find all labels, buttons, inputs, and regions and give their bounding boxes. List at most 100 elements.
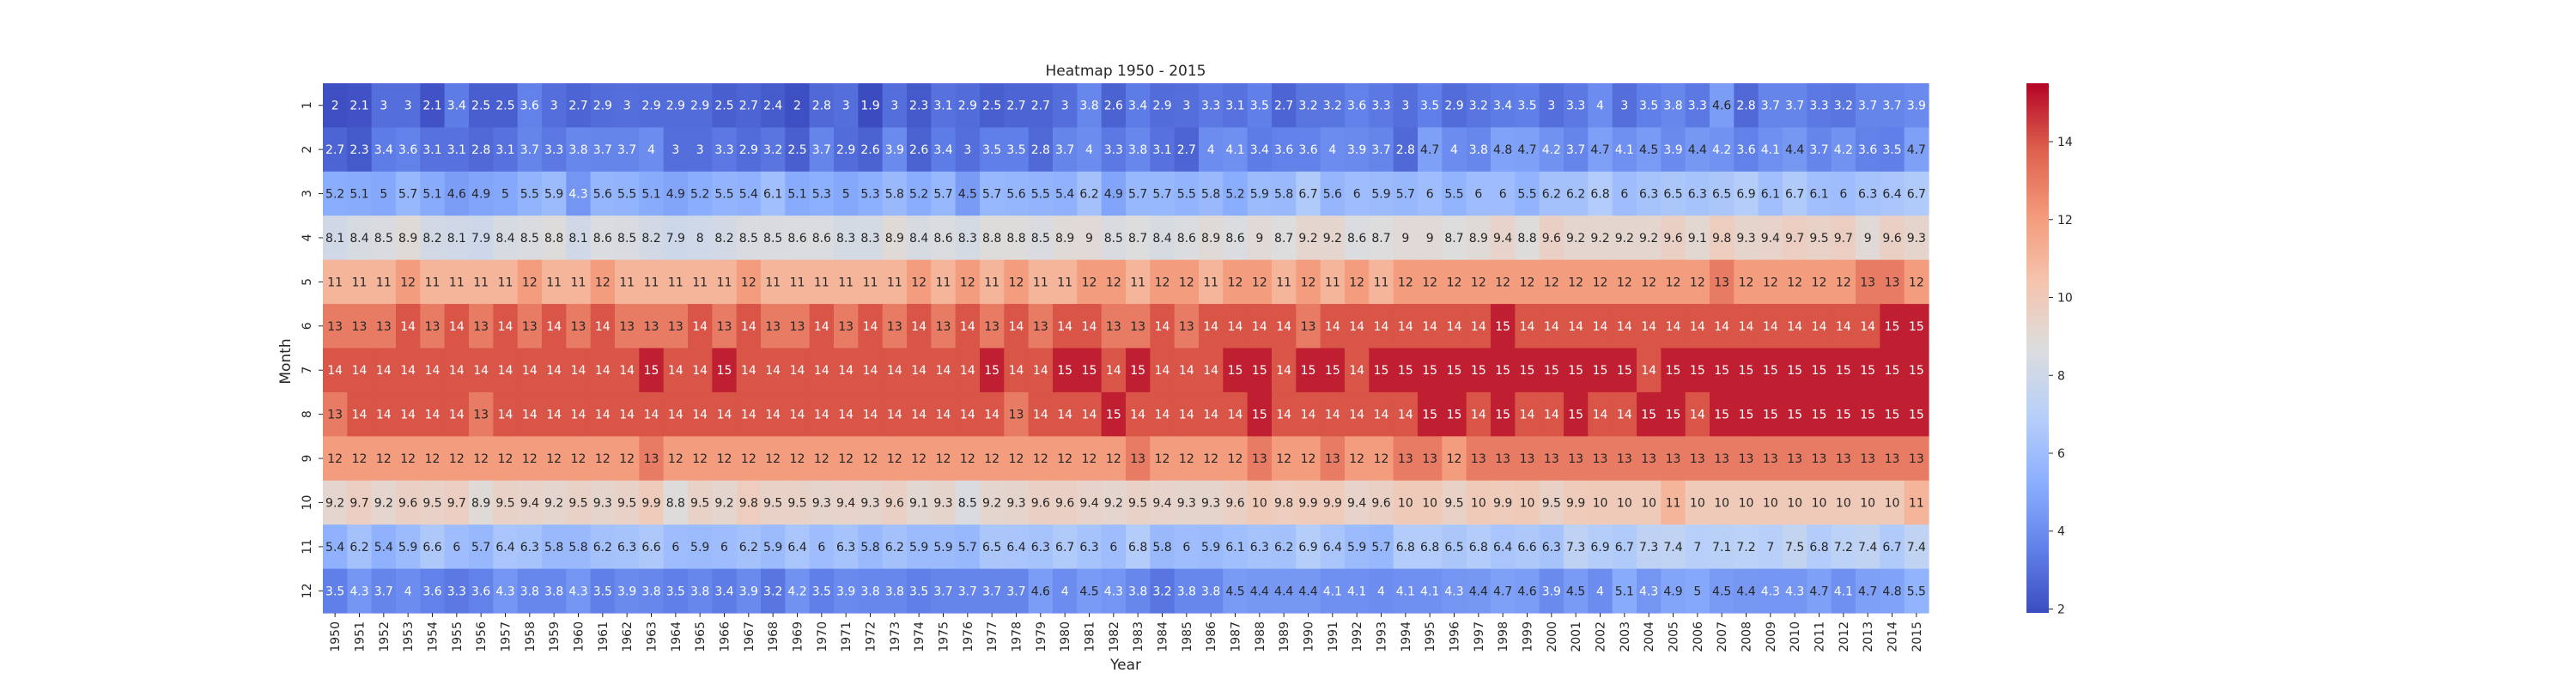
heatmap-cell-label: 6.2 [349,541,368,555]
heatmap-cell-label: 3.8 [690,585,709,598]
heatmap-cell [1223,480,1249,525]
heatmap-cell-label: 15 [1471,364,1486,378]
heatmap-cell [639,215,665,261]
heatmap-cell-label: 14 [790,364,805,378]
heatmap-cell [1685,480,1710,525]
heatmap-cell-label: 15 [1739,409,1754,422]
heatmap-cell-label: 6.8 [1128,541,1147,555]
heatmap-cell-label: 2.8 [1736,100,1755,113]
heatmap-cell-label: 11 [790,276,805,289]
heatmap-cell [1296,524,1321,570]
heatmap-cell [1588,127,1613,173]
heatmap-cell [590,480,616,525]
heatmap-cell [1685,436,1710,482]
heatmap-cell-label: 12 [1179,276,1194,289]
heatmap-cell [1296,259,1321,305]
heatmap-cell [1783,348,1807,393]
colorbar-tick-label: 10 [2057,292,2073,306]
heatmap-cell-label: 4 [1450,143,1458,157]
heatmap-cell-label: 6.3 [1542,541,1561,555]
heatmap-cell-label: 2.7 [739,100,758,113]
heatmap-cell-label: 9.4 [1347,496,1366,510]
heatmap-cell-label: 14 [765,409,781,422]
heatmap-cell [1126,215,1151,261]
heatmap-cell [542,348,567,393]
heatmap-cell [1637,391,1662,437]
heatmap-cell [1028,568,1054,614]
heatmap-cell-label: 14 [1033,364,1048,378]
heatmap-cell-label: 3.4 [714,585,733,598]
heatmap-cell [1515,171,1540,216]
heatmap-cell-label: 14 [1276,320,1291,334]
heatmap-cell [785,171,811,216]
heatmap-cell [1369,304,1394,349]
heatmap-cell [1539,524,1564,570]
heatmap-cell-label: 2.7 [1006,100,1025,113]
heatmap-cell [1880,391,1905,437]
heatmap-cell [809,568,835,614]
heatmap-cell [882,259,908,305]
heatmap-cell-label: 13 [1568,452,1583,466]
heatmap-cell-label: 13 [522,320,538,334]
x-tick-label: 1997 [1473,621,1486,652]
heatmap-cell [1564,127,1589,173]
heatmap-cell [1831,215,1856,261]
heatmap-cell-label: 14 [1422,320,1437,334]
heatmap-cell [761,436,786,482]
heatmap-cell-label: 5.8 [1274,188,1293,202]
heatmap-cell [1053,259,1078,305]
heatmap-cell-label: 5.7 [1128,188,1147,202]
heatmap-cell-label: 6.4 [1323,541,1342,555]
heatmap-cell [1904,215,1929,261]
heatmap-cell-label: 3.9 [1542,585,1561,598]
heatmap-cell [1053,480,1078,525]
heatmap-cell-label: 13 [1422,452,1437,466]
heatmap-cell [615,391,640,437]
heatmap-cell-label: 15 [1885,409,1900,422]
heatmap-cell-label: 12 [571,452,586,466]
heatmap-cell [1612,436,1637,482]
heatmap-cell-label: 12 [1106,276,1121,289]
heatmap-cell [1637,215,1662,261]
heatmap-cell-label: 10 [1422,496,1437,510]
heatmap-cell-label: 10 [1690,496,1705,510]
heatmap-cell-label: 4.5 [1079,585,1098,598]
heatmap-cell [980,259,1005,305]
heatmap-cell-label: 14 [571,409,586,422]
heatmap-cell [590,215,616,261]
heatmap-cell [834,568,859,614]
heatmap-cell-label: 3.7 [593,143,612,157]
heatmap-cell-label: 3.3 [1809,100,1828,113]
heatmap-cell [1345,259,1370,305]
heatmap-cell [1685,127,1710,173]
heatmap-cell-label: 14 [1447,320,1462,334]
heatmap-cell [347,480,373,525]
heatmap-cell [1150,436,1176,482]
heatmap-cell [785,436,811,482]
heatmap-cell [1272,524,1297,570]
heatmap-cell [1588,436,1613,482]
heatmap-cell-label: 12 [1739,276,1754,289]
heatmap-cell-label: 6 [1839,188,1847,202]
heatmap-cell [1564,568,1589,614]
heatmap-cell-label: 15 [1252,364,1267,378]
heatmap-cell [1588,171,1613,216]
heatmap-cell-label: 9.6 [1542,232,1561,245]
heatmap-cell-label: 3 [550,100,558,113]
heatmap-cell-label: 2 [793,100,801,113]
heatmap-cell [1831,568,1856,614]
heatmap-cell [834,480,859,525]
heatmap-cell-label: 15 [1057,364,1072,378]
heatmap-cell [1150,524,1176,570]
heatmap-cell-label: 6.6 [641,541,660,555]
heatmap-cell [1515,304,1540,349]
heatmap-cell [834,127,859,173]
heatmap-cell [1539,348,1564,393]
heatmap-cell-label: 14 [546,409,562,422]
y-tick-label: 9 [301,455,314,463]
heatmap-cell-label: 11 [1203,276,1218,289]
heatmap-cell [712,127,738,173]
heatmap-cell-label: 14 [1228,320,1243,334]
heatmap-cell [834,436,859,482]
heatmap-cell [639,524,665,570]
